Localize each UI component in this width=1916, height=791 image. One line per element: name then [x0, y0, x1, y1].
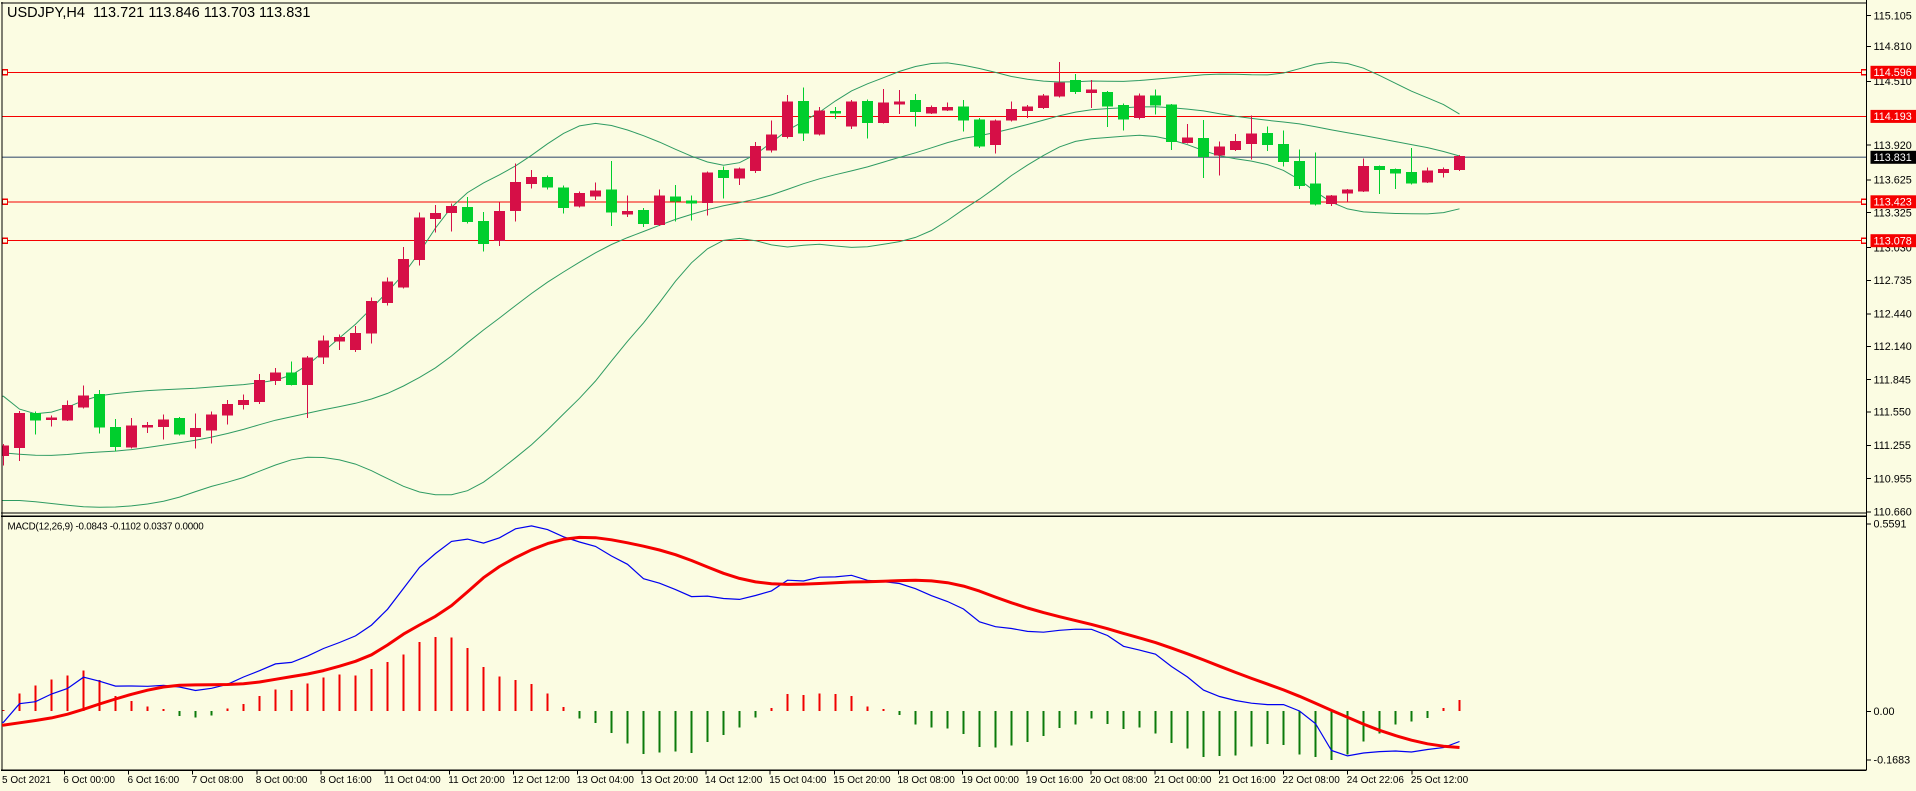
svg-text:114.193: 114.193	[1874, 111, 1912, 123]
svg-text:15 Oct 04:00: 15 Oct 04:00	[769, 775, 827, 786]
svg-text:8 Oct 16:00: 8 Oct 16:00	[320, 775, 372, 786]
svg-text:113.325: 113.325	[1874, 207, 1912, 219]
svg-text:111.845: 111.845	[1874, 374, 1911, 386]
svg-text:0.5591: 0.5591	[1874, 519, 1907, 531]
svg-text:11 Oct 20:00: 11 Oct 20:00	[448, 775, 505, 786]
svg-text:110.955: 110.955	[1874, 473, 1912, 485]
svg-text:113.920: 113.920	[1874, 140, 1912, 152]
svg-text:113.078: 113.078	[1874, 235, 1912, 247]
svg-text:112.735: 112.735	[1874, 275, 1912, 287]
svg-text:6 Oct 00:00: 6 Oct 00:00	[63, 775, 115, 786]
svg-text:21 Oct 16:00: 21 Oct 16:00	[1218, 775, 1276, 786]
svg-text:25 Oct 12:00: 25 Oct 12:00	[1411, 775, 1469, 786]
svg-text:113.625: 113.625	[1874, 175, 1912, 187]
svg-text:12 Oct 12:00: 12 Oct 12:00	[513, 775, 571, 786]
svg-text:USDJPY,H4 113.721 113.846 113: USDJPY,H4 113.721 113.846 113.703 113.83…	[7, 5, 310, 21]
svg-text:18 Oct 08:00: 18 Oct 08:00	[898, 775, 956, 786]
svg-text:15 Oct 20:00: 15 Oct 20:00	[833, 775, 891, 786]
svg-text:8 Oct 00:00: 8 Oct 00:00	[256, 775, 308, 786]
svg-text:14 Oct 12:00: 14 Oct 12:00	[705, 775, 763, 786]
svg-text:114.510: 114.510	[1874, 76, 1912, 88]
svg-text:19 Oct 16:00: 19 Oct 16:00	[1026, 775, 1084, 786]
svg-text:112.140: 112.140	[1874, 341, 1912, 353]
svg-text:114.596: 114.596	[1874, 67, 1912, 79]
svg-text:115.105: 115.105	[1874, 10, 1912, 22]
svg-text:13 Oct 04:00: 13 Oct 04:00	[577, 775, 635, 786]
svg-text:0.00: 0.00	[1874, 706, 1895, 718]
svg-text:22 Oct 08:00: 22 Oct 08:00	[1283, 775, 1341, 786]
svg-text:111.550: 111.550	[1874, 407, 1911, 419]
svg-text:113.831: 113.831	[1874, 152, 1912, 164]
svg-text:114.810: 114.810	[1874, 41, 1912, 53]
svg-text:MACD(12,26,9) -0.0843 -0.1102: MACD(12,26,9) -0.0843 -0.1102 0.0337 0.0…	[8, 522, 205, 533]
svg-text:112.440: 112.440	[1874, 309, 1912, 321]
svg-text:7 Oct 08:00: 7 Oct 08:00	[192, 775, 244, 786]
svg-text:19 Oct 00:00: 19 Oct 00:00	[962, 775, 1020, 786]
svg-text:113.423: 113.423	[1874, 197, 1912, 209]
svg-text:11 Oct 04:00: 11 Oct 04:00	[384, 775, 441, 786]
svg-text:-0.1683: -0.1683	[1874, 755, 1911, 767]
svg-text:13 Oct 20:00: 13 Oct 20:00	[641, 775, 699, 786]
svg-text:21 Oct 00:00: 21 Oct 00:00	[1154, 775, 1212, 786]
svg-text:24 Oct 22:06: 24 Oct 22:06	[1347, 775, 1405, 786]
svg-text:111.255: 111.255	[1874, 440, 1911, 452]
svg-text:110.660: 110.660	[1874, 507, 1912, 519]
svg-text:6 Oct 16:00: 6 Oct 16:00	[128, 775, 180, 786]
svg-text:5 Oct 2021: 5 Oct 2021	[2, 775, 51, 786]
svg-text:20 Oct 08:00: 20 Oct 08:00	[1090, 775, 1148, 786]
